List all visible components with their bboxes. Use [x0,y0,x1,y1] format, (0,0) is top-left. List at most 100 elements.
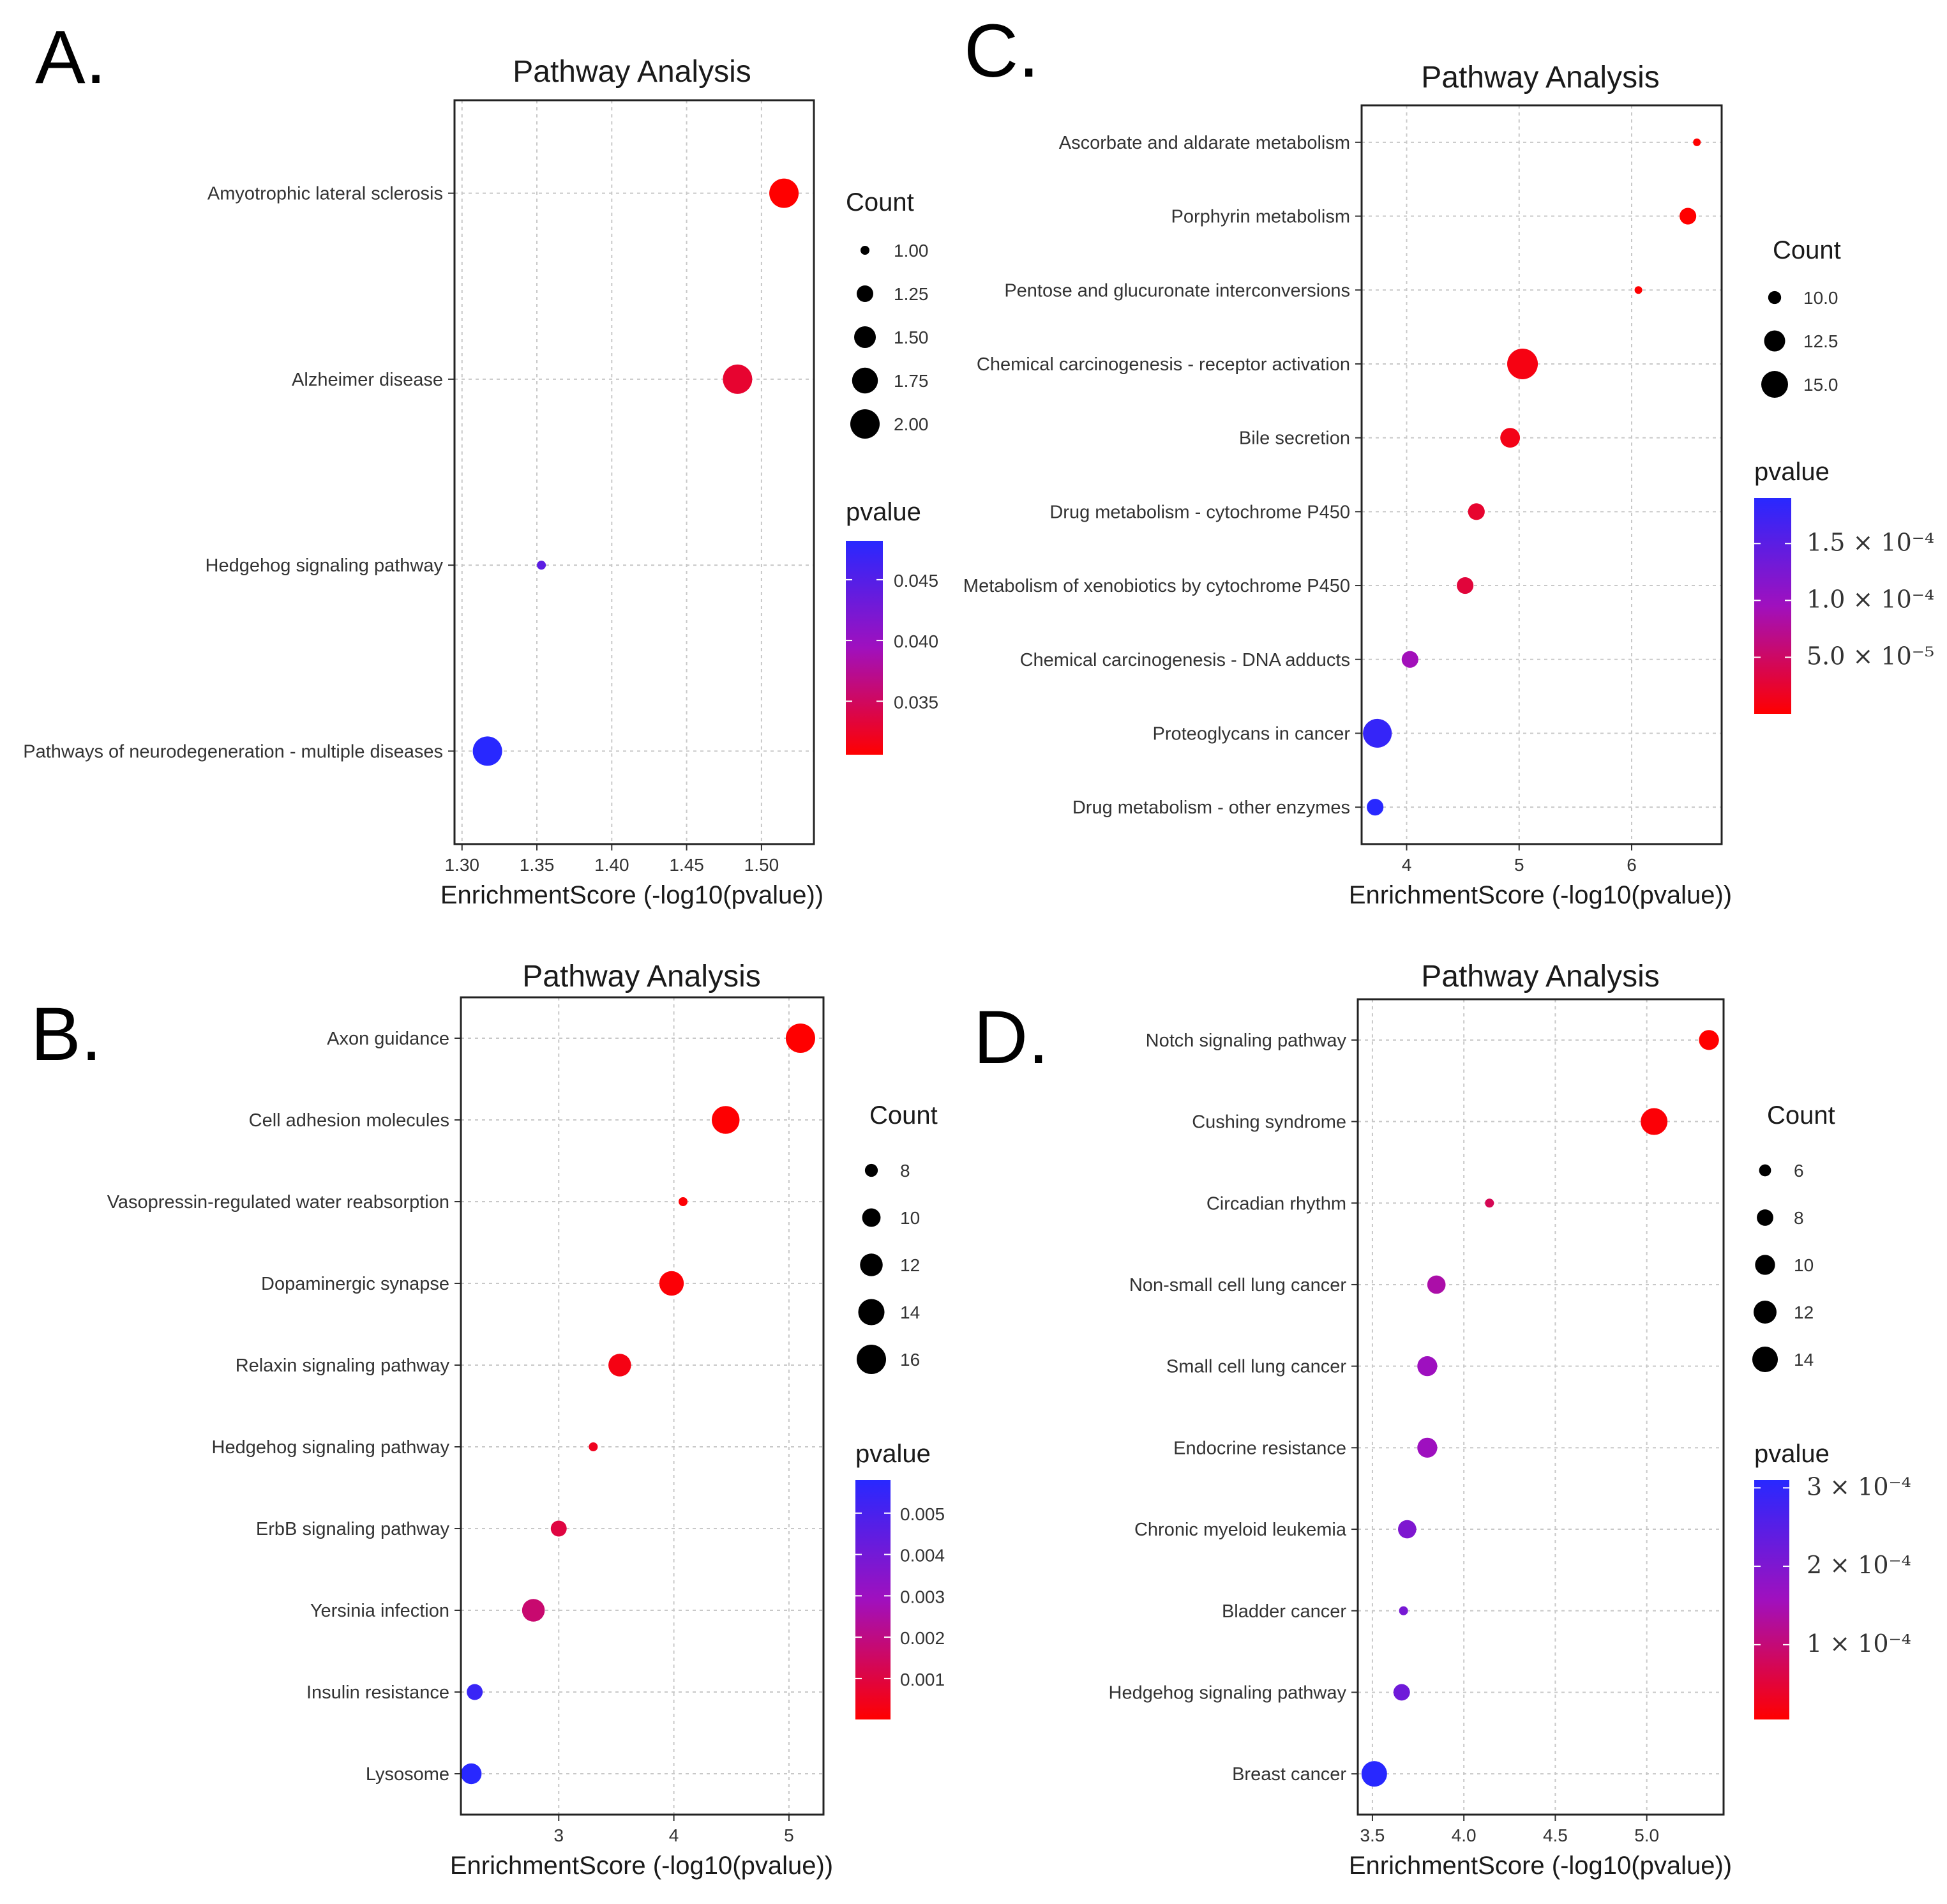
plot-frame [1357,998,1725,1816]
pathway-label: ErbB signaling pathway [256,1519,450,1539]
color-bar-label: 0.045 [894,571,938,591]
color-bar-label: 0.005 [900,1504,945,1524]
data-point [1398,1520,1417,1539]
size-legend-key [1764,330,1785,352]
pathway-label: Circadian rhythm [1207,1193,1346,1214]
size-legend-label: 1.50 [894,328,929,347]
data-point [659,1271,684,1296]
size-legend-title: Count [869,1101,938,1130]
data-point [1485,1198,1494,1208]
color-bar [1754,498,1791,714]
data-point [723,364,753,394]
pathway-label: Alzheimer disease [292,370,443,390]
size-legend-key [1761,371,1788,398]
size-legend-label: 15.0 [1803,375,1838,395]
x-tick-label: 4 [1402,855,1412,875]
data-point [461,1763,482,1785]
size-legend-key [1757,1209,1773,1226]
data-point [608,1354,631,1377]
size-legend-key [1759,1164,1771,1177]
size-legend-label: 8 [900,1161,910,1181]
color-bar [1754,1480,1789,1719]
color-legend-title: pvalue [1754,1440,1830,1468]
panel-label: D. [974,995,1049,1080]
size-legend-key [852,367,878,394]
data-point [1417,1356,1438,1377]
x-tick-label: 6 [1627,855,1637,875]
pathway-label: Hedgehog signaling pathway [206,555,444,576]
x-tick-label: 4.5 [1543,1825,1568,1845]
data-point [1427,1275,1446,1294]
pathway-label: Bladder cancer [1222,1601,1346,1622]
color-bar-label: 0.001 [900,1670,945,1689]
color-legend-title: pvalue [846,498,921,526]
color-bar [846,541,883,755]
size-legend-label: 14 [1794,1350,1814,1370]
x-tick-label: 1.45 [669,855,704,875]
size-legend-title: Count [846,188,914,216]
size-legend-key [860,1253,883,1276]
pathway-label: Non-small cell lung cancer [1129,1275,1346,1296]
pathway-label: Relaxin signaling pathway [236,1356,450,1376]
data-point [1367,799,1384,816]
chart-title: Pathway Analysis [1421,61,1660,94]
x-tick-label: 3.5 [1360,1825,1385,1845]
data-point [537,561,546,570]
data-point [1699,1030,1719,1050]
x-tick-label: 1.30 [444,855,479,875]
data-point [550,1520,567,1537]
color-bar-label: 0.003 [900,1587,945,1606]
size-legend-label: 12 [1794,1303,1814,1322]
x-axis-label: EnrichmentScore (-log10(pvalue)) [450,1852,833,1880]
plot-area [455,100,814,844]
data-point [522,1599,545,1622]
size-legend-label: 12 [900,1255,920,1275]
panel-b: B. Pathway Analysis 3 4 5 Axon guidance Cell a… [31,960,945,1880]
pathway-label: Endocrine resistance [1173,1438,1346,1458]
color-bar [855,1480,891,1719]
x-tick-label: 3 [553,1825,564,1845]
size-legend-key [861,246,869,255]
data-point [1680,208,1697,225]
data-point [1693,138,1701,146]
size-legend-key [1752,1346,1778,1373]
panel-label: B. [31,992,102,1077]
size-legend-key [858,1299,885,1326]
panel-c: C. Pathway Analysis 4 5 6 Ascorbate and aldar… [963,9,1934,909]
chart-title: Pathway Analysis [1421,960,1660,994]
color-bar-label: 3 × 10⁻⁴ [1807,1472,1911,1500]
color-bar-label: 0.002 [900,1628,945,1648]
plot-area [1362,105,1722,844]
pathway-label: Chronic myeloid leukemia [1134,1520,1347,1540]
data-point [1393,1684,1410,1701]
data-point [1401,651,1418,668]
color-bar-label: 1.0 × 10⁻⁴ [1807,585,1934,613]
size-legend-label: 16 [900,1350,920,1370]
pathway-label: Yersinia infection [310,1601,449,1621]
pathway-label: Metabolism of xenobiotics by cytochrome … [963,576,1350,596]
size-legend-label: 1.25 [894,284,929,304]
color-bar-label: 1 × 10⁻⁴ [1807,1629,1911,1658]
plot-frame [460,996,825,1816]
pathway-label: Insulin resistance [306,1682,449,1703]
pathway-label: Amyotrophic lateral sclerosis [207,184,443,204]
x-axis-label: EnrichmentScore (-log10(pvalue)) [440,881,823,909]
data-point [679,1197,688,1206]
data-point [1457,577,1474,594]
pathway-label: Chemical carcinogenesis - receptor activ… [977,354,1350,375]
data-point [769,178,799,208]
size-legend-key [854,326,876,348]
plot-frame [453,99,815,845]
data-point [785,1024,815,1053]
size-legend-key [850,409,880,439]
x-tick-label: 5 [1514,855,1524,875]
panel-d: D. Pathway Analysis 3.5 4.0 4.5 5.0 Notch sign… [974,960,1911,1880]
size-legend-key [857,285,873,302]
pathway-label: Vasopressin-regulated water reabsorption [107,1192,449,1213]
size-legend-key [1754,1301,1777,1324]
size-legend-title: Count [1773,236,1841,264]
data-point [1417,1437,1438,1458]
pathway-label: Small cell lung cancer [1166,1357,1346,1377]
size-legend-label: 10 [900,1208,920,1228]
